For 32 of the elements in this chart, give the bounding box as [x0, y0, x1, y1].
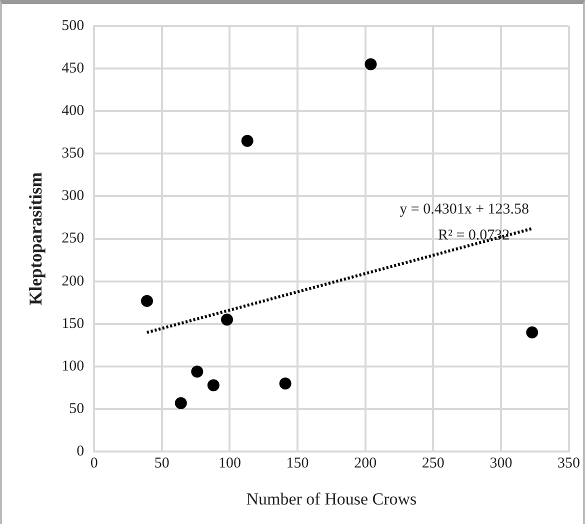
- point: [279, 378, 292, 390]
- point: [191, 366, 204, 378]
- y-tick-label: 450: [62, 60, 84, 76]
- y-tick-label: 400: [62, 103, 84, 120]
- point: [526, 326, 538, 338]
- y-tick-label: 300: [62, 188, 84, 204]
- y-tick-label: 100: [62, 358, 84, 374]
- x-tick-label: 350: [558, 456, 580, 472]
- x-tick-label: 100: [218, 456, 241, 472]
- point: [364, 58, 377, 70]
- x-tick-label: 150: [286, 456, 309, 472]
- point: [174, 397, 187, 410]
- point: [207, 379, 220, 392]
- annotation: y = 0.4301x + 123.58: [400, 201, 530, 218]
- y-axis-title: Kleptoparasitism: [25, 172, 46, 306]
- x-tick-label: 0: [90, 456, 98, 472]
- point: [140, 294, 153, 307]
- x-axis-title: Number of House Crows: [246, 489, 417, 508]
- point: [241, 134, 254, 147]
- y-tick-label: 350: [62, 146, 84, 162]
- y-tick-label: 0: [76, 444, 84, 460]
- annotation: R² = 0.0732: [438, 227, 510, 244]
- y-tick-label: 200: [62, 273, 84, 290]
- x-tick-label: 250: [422, 456, 444, 472]
- x-tick-label: 300: [490, 456, 512, 472]
- y-tick-label: 50: [69, 400, 84, 417]
- point: [221, 314, 233, 326]
- y-tick-label: 150: [62, 316, 84, 332]
- x-tick-label: 50: [154, 456, 170, 472]
- y-tick-label: 250: [62, 230, 84, 247]
- y-tick-label: 500: [62, 18, 84, 34]
- x-tick-label: 200: [354, 456, 377, 472]
